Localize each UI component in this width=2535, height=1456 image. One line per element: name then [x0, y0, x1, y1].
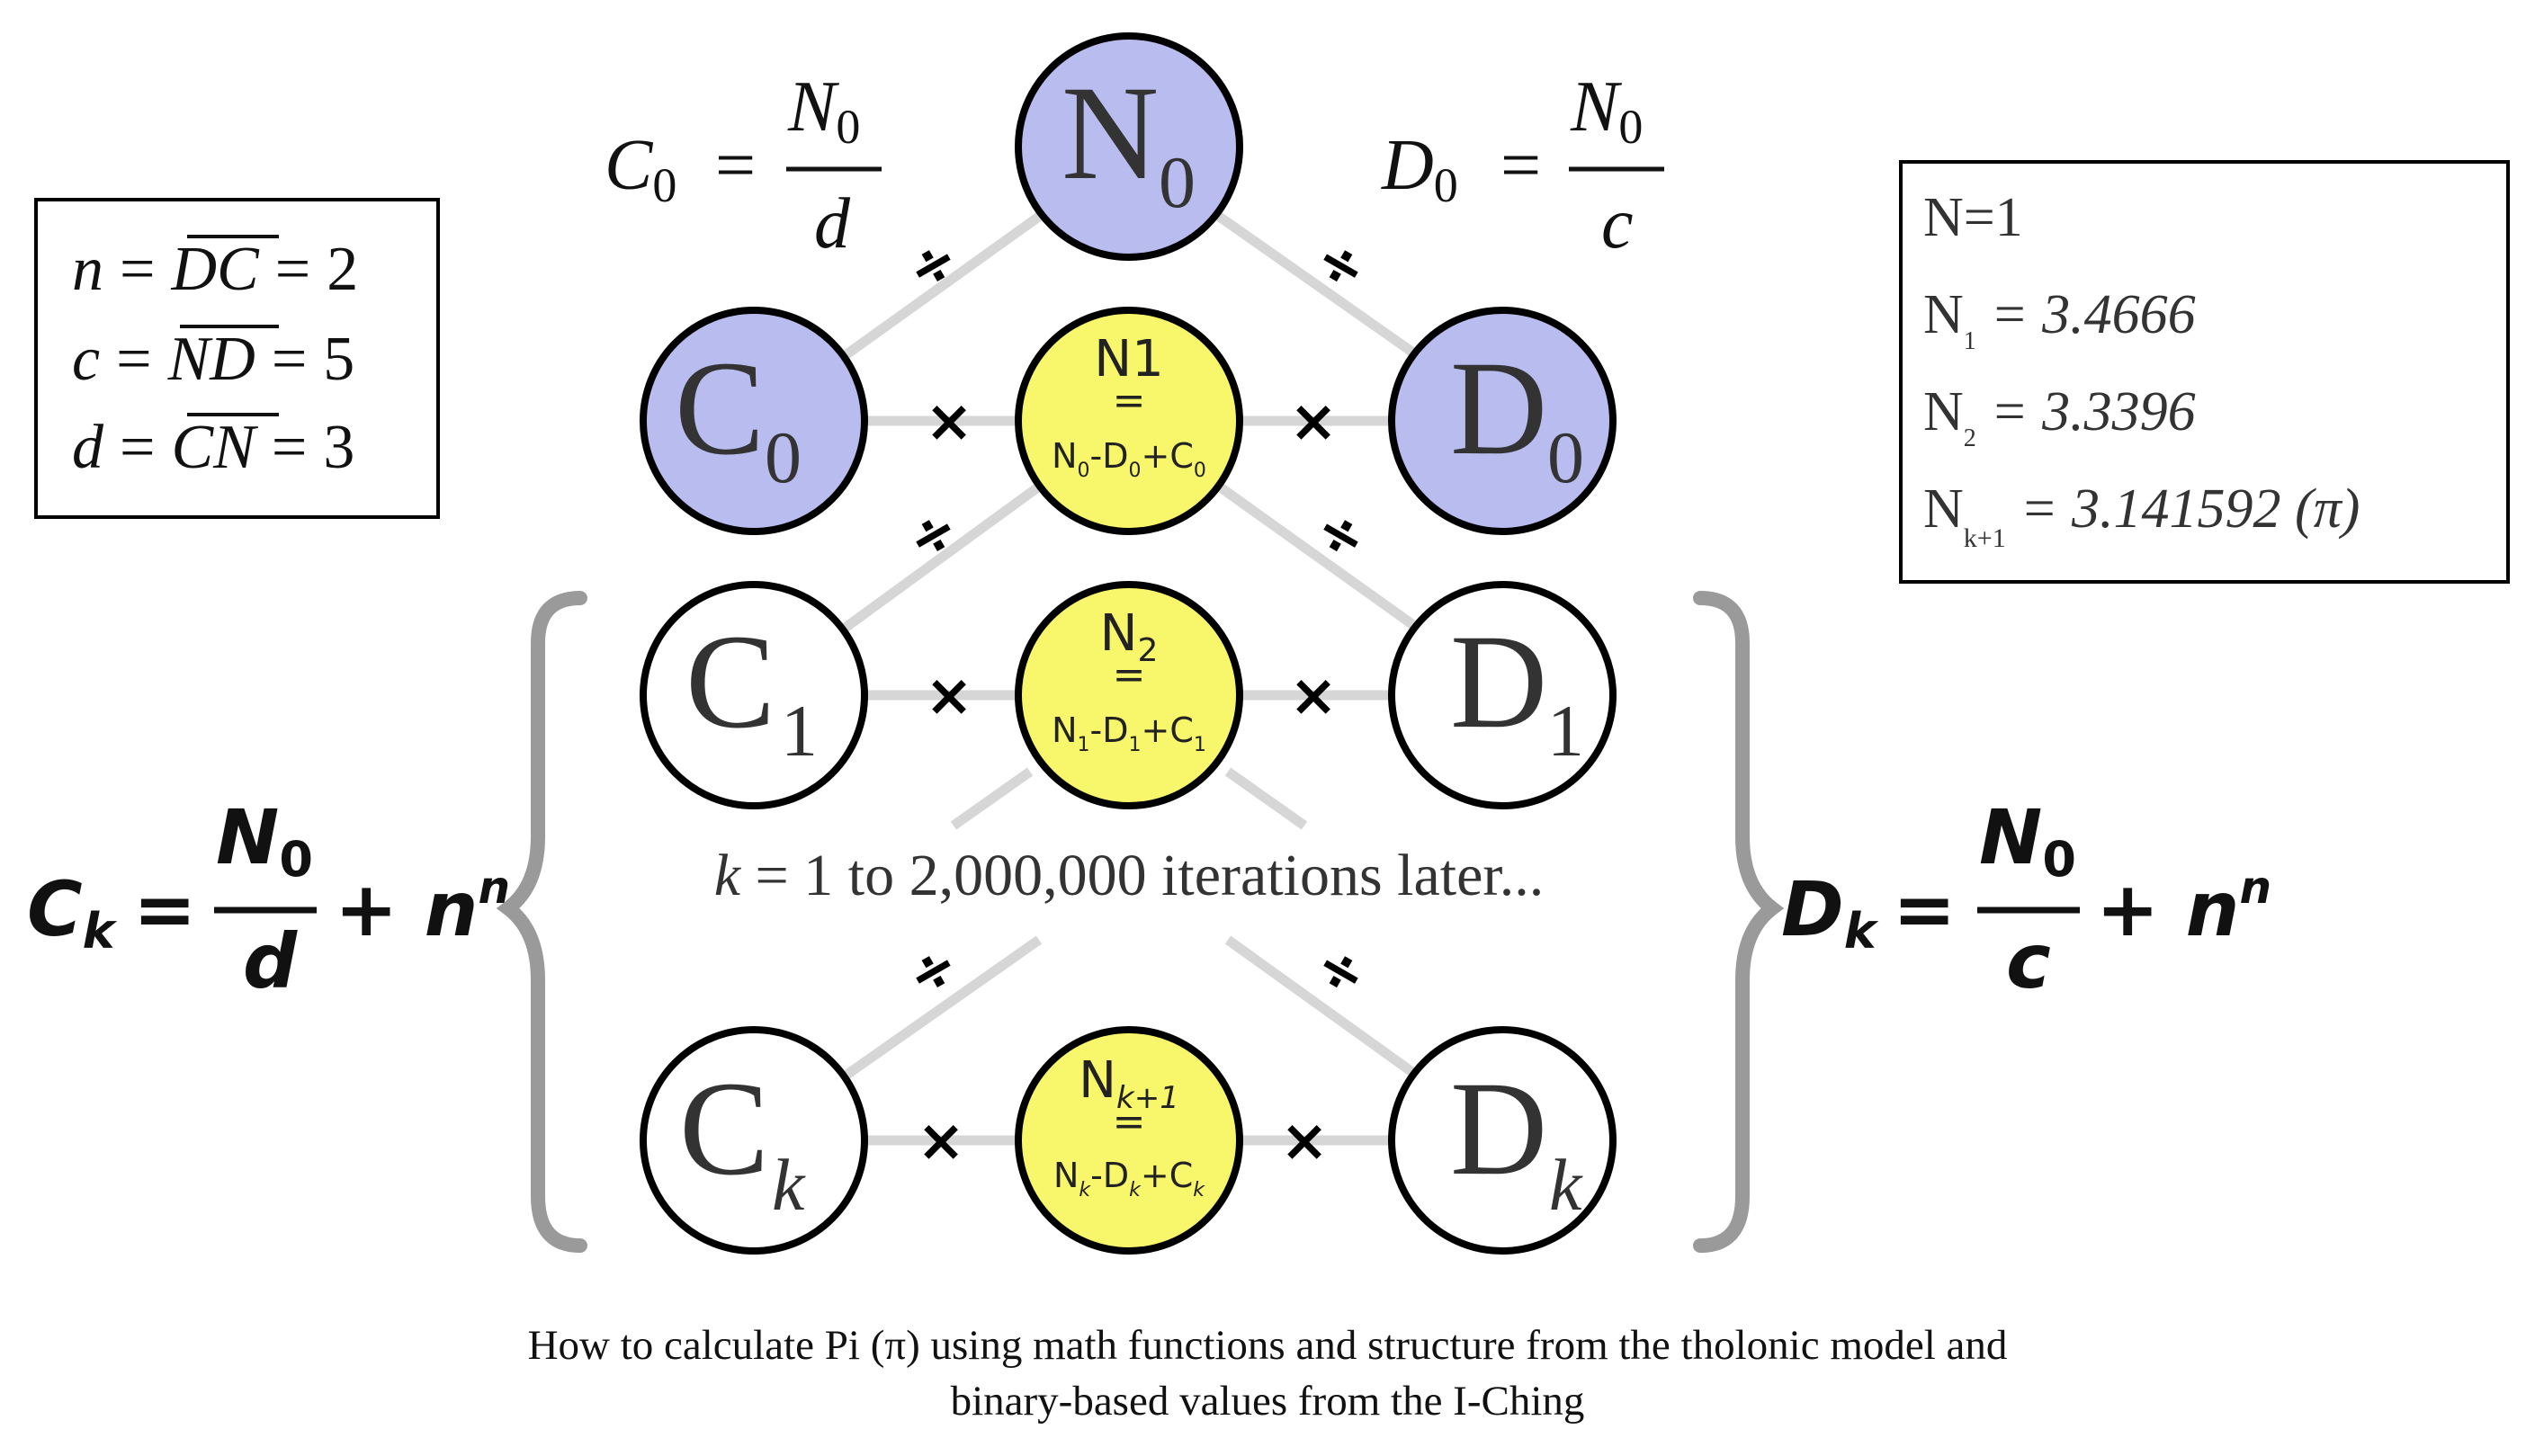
node-y1-formula: N0-D0+C0	[1052, 436, 1206, 482]
node-c0-sub: 0	[765, 416, 802, 498]
node-y1-eq: =	[1113, 378, 1146, 424]
ck-formula-num: N0	[216, 793, 313, 888]
caption-line-1: How to calculate Pi (π) using math funct…	[527, 1322, 2008, 1369]
node-ck-circle	[640, 1026, 868, 1255]
node-yk-formula: Nk-Dk+Ck	[1053, 1156, 1205, 1201]
dk-formula-lhs: Dk	[1781, 865, 1879, 960]
node-c0-circle	[640, 307, 868, 535]
connector-n0-d0	[1202, 202, 1429, 366]
node-c1-circle	[640, 581, 868, 809]
connector-y1-c1	[833, 472, 1056, 639]
node-d1-letter: D	[1450, 607, 1547, 756]
dk-formula-tail: + nn	[2096, 862, 2271, 953]
left-brace	[496, 591, 587, 1253]
d0-formula-den: c	[1601, 184, 1634, 264]
node-n0-sub: 0	[1159, 141, 1196, 223]
node-d0-sub: 0	[1547, 416, 1584, 498]
connector-y2-fade-left	[950, 767, 1034, 830]
dk-formula: Dk = N0 c + nn	[1781, 793, 2271, 1005]
node-y1-circle	[1015, 307, 1243, 535]
results-box: N=1 N1 = 3.4666 N2 = 3.3396 Nk+1 = 3.141592…	[1899, 160, 2510, 584]
iteration-text: k = 1 to 2,000,000 iterations later...	[714, 843, 1545, 908]
node-y2-formula: N1-D1+C1	[1052, 710, 1206, 756]
results-box-frame	[1899, 160, 2510, 584]
ck-formula-tail: + nn	[335, 862, 510, 953]
c0-formula-lhs: C0	[605, 126, 676, 212]
d0-formula-num: N0	[1570, 67, 1643, 154]
times-icon: ×	[925, 389, 973, 455]
node-c1-sub: 1	[781, 690, 818, 772]
dk-formula-eq: =	[1893, 865, 1956, 953]
times-icon: ×	[925, 663, 973, 729]
divide-icon: ÷	[1303, 224, 1378, 306]
ck-formula-den: d	[243, 917, 298, 1005]
connector-gap-ck	[833, 935, 1043, 1086]
dk-formula-num: N0	[1979, 793, 2076, 888]
node-ck-letter: C	[679, 1054, 769, 1203]
connector-n0-c0	[833, 202, 1056, 366]
node-d1-circle	[1388, 581, 1617, 809]
c0-formula-eq: =	[715, 126, 756, 205]
node-y2-title: N2	[1100, 604, 1159, 669]
dk-formula-den: c	[2006, 917, 2051, 1005]
ck-formula: Ck = N0 d + nn	[27, 793, 510, 1005]
node-ck-sub: k	[772, 1144, 806, 1226]
d0-formula-eq: =	[1500, 126, 1541, 205]
times-icon: ×	[1289, 663, 1338, 729]
params-box-frame	[34, 198, 440, 519]
d0-formula: D0 = N0 c	[1381, 67, 1664, 264]
node-n0-letter: N	[1061, 58, 1159, 208]
result-n1: N1 = 3.4666	[1923, 284, 2196, 355]
param-row-n: n = DC = 2	[72, 235, 358, 304]
params-box: n = DC = 2 c = ND = 5 d = CN = 3	[34, 198, 440, 519]
node-y2-eq: =	[1113, 652, 1146, 698]
divide-icon: ÷	[895, 494, 970, 576]
times-icon: ×	[1289, 389, 1338, 455]
connector-y1-d1	[1202, 472, 1429, 639]
node-circles	[640, 32, 1617, 1255]
connector-y2-fade-right	[1224, 767, 1308, 830]
node-dk-sub: k	[1549, 1144, 1583, 1226]
result-n2: N2 = 3.3396	[1923, 381, 2196, 452]
ck-formula-eq: =	[133, 865, 196, 953]
param-row-d: d = CN = 3	[72, 413, 354, 482]
node-y2-circle	[1015, 581, 1243, 809]
node-yk-eq: =	[1113, 1099, 1146, 1145]
connector-gap-dk	[1224, 935, 1429, 1086]
node-dk-letter: D	[1450, 1054, 1547, 1203]
times-icon: ×	[1280, 1108, 1329, 1175]
node-labels: N 0 C 0 D 0 C 1 D 1 C k D k	[675, 58, 1584, 1226]
c0-formula-num: N0	[787, 67, 860, 154]
param-row-c: c = ND = 5	[72, 325, 354, 394]
c0-formula: C0 = N0 d	[605, 67, 882, 264]
ck-formula-lhs: Ck	[27, 865, 118, 960]
node-d0-circle	[1388, 307, 1617, 535]
right-brace	[1693, 591, 1785, 1253]
node-y1-title: N1	[1094, 330, 1164, 389]
result-n: N=1	[1923, 187, 2023, 248]
yellow-node-text: N1 = N0-D0+C0 N2 = N1-D1+C1 Nk+1 = Nk-Dk…	[1052, 330, 1206, 1201]
result-nk1: Nk+1 = 3.141592 (π)	[1923, 478, 2360, 553]
node-c0-letter: C	[675, 334, 765, 483]
node-yk-title: Nk+1	[1079, 1051, 1179, 1116]
divide-icon: ÷	[1303, 494, 1378, 576]
node-d0-letter: D	[1450, 334, 1547, 483]
c0-formula-den: d	[814, 184, 851, 264]
node-dk-circle	[1388, 1026, 1617, 1255]
connector-lines	[833, 202, 1429, 1146]
caption-line-2: binary-based values from the I-Ching	[950, 1378, 1585, 1425]
node-n0-circle	[1015, 32, 1243, 261]
times-icon: ×	[917, 1108, 965, 1175]
node-yk-circle	[1015, 1026, 1243, 1255]
node-c1-letter: C	[685, 607, 775, 756]
divide-icon: ÷	[895, 224, 970, 306]
d0-formula-lhs: D0	[1381, 126, 1458, 212]
figure-caption: How to calculate Pi (π) using math funct…	[0, 1318, 2535, 1429]
node-d1-sub: 1	[1547, 690, 1584, 772]
